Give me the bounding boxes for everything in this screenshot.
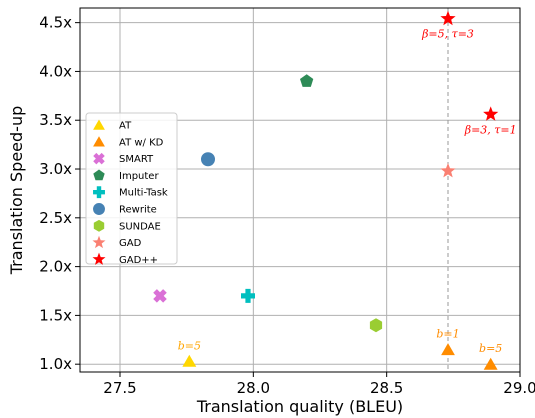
legend-marker (93, 169, 105, 181)
point-sundae (369, 318, 383, 333)
legend-marker (93, 136, 105, 147)
y-tick-label: 2.0x (39, 258, 72, 276)
point-multi-task (241, 288, 255, 303)
legend-label: Rewrite (119, 205, 157, 216)
point-smart (153, 289, 167, 303)
legend-item: AT w/ KD (93, 136, 164, 148)
point-gad- (483, 106, 499, 121)
y-tick-label: 3.5x (39, 111, 72, 129)
legend-item: GAD (92, 235, 142, 249)
legend-marker (93, 119, 105, 130)
x-tick-label: 27.5 (103, 379, 136, 397)
legend-item: Imputer (93, 169, 159, 182)
point-rewrite (201, 152, 215, 167)
y-tick-label: 2.5x (39, 209, 72, 227)
legend-item: SMART (93, 152, 154, 165)
legend-label: AT w/ KD (119, 137, 164, 148)
annotations: b=5 b=1 b=5 β=5, τ=3 β=3, τ=1 (178, 28, 517, 355)
legend-item: GAD++ (92, 252, 158, 266)
legend-marker (93, 219, 105, 232)
point-imputer (300, 74, 314, 87)
legend-label: SMART (119, 154, 154, 165)
legend-item: SUNDAE (93, 219, 161, 232)
annotation-label: b=5 (178, 339, 201, 352)
y-tick-label: 3.0x (39, 160, 72, 178)
legend-marker (92, 252, 106, 265)
legend-marker (92, 235, 106, 249)
x-tick-label: 28.5 (370, 379, 403, 397)
y-axis: 1.0x 1.5x 2.0x 2.5x 3.0x 3.5x 4.0x 4.5x (39, 14, 80, 373)
y-axis-title: Translation Speed-up (7, 106, 26, 276)
y-tick-label: 1.0x (39, 355, 72, 373)
plot-frame (79, 7, 521, 373)
x-axis: 27.5 28.0 28.5 29.0 (103, 372, 535, 397)
point-gad (440, 163, 456, 178)
x-tick-label: 29.0 (503, 379, 535, 397)
x-tick-label: 28.0 (237, 379, 270, 397)
legend-item: Multi-Task (93, 186, 168, 199)
annotation-label: β=5, τ=3 (421, 28, 474, 41)
legend-marker (93, 152, 105, 165)
legend-marker (93, 203, 105, 215)
x-axis-title: Translation quality (BLEU) (196, 397, 403, 416)
legend: AT AT w/ KD SMART Imputer Multi-Task Rewrite S… (85, 112, 178, 266)
legend-item: Rewrite (93, 203, 157, 216)
y-tick-label: 4.0x (39, 62, 72, 80)
legend-box (85, 112, 178, 265)
annotation-label: b=5 (479, 342, 502, 355)
y-tick-label: 4.5x (39, 14, 72, 32)
legend-label: AT (119, 121, 132, 132)
grid (80, 8, 521, 372)
legend-label: Multi-Task (119, 188, 168, 199)
legend-marker (93, 186, 105, 199)
point-at-w-kd (441, 343, 455, 356)
legend-label: SUNDAE (119, 221, 161, 232)
point-at-w-kd (483, 357, 498, 370)
annotation-label: b=1 (436, 328, 459, 341)
legend-item: AT (93, 119, 132, 132)
data-points (153, 10, 499, 370)
point-at (182, 354, 197, 367)
point-gad- (440, 10, 456, 26)
legend-label: GAD (119, 238, 142, 249)
legend-label: Imputer (119, 171, 159, 182)
legend-label: GAD++ (119, 255, 158, 266)
y-tick-label: 1.5x (39, 306, 72, 324)
annotation-label: β=3, τ=1 (464, 123, 517, 136)
